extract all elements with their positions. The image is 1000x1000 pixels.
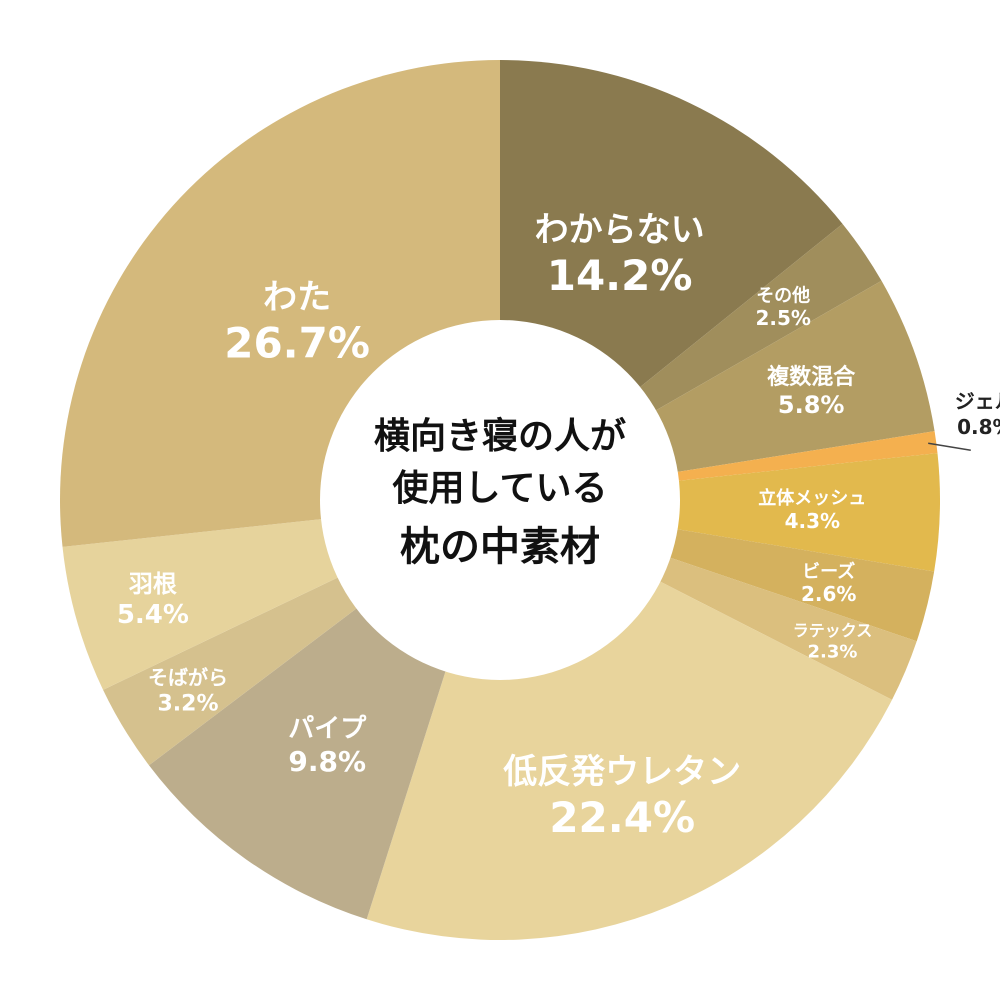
slice-label-9: そばがら bbox=[148, 666, 228, 690]
slice-value-6: 2.3% bbox=[808, 641, 858, 662]
slice-value-2: 5.8% bbox=[778, 391, 845, 419]
slice-label-0: わからない bbox=[535, 210, 705, 250]
slice-value-4: 4.3% bbox=[785, 509, 840, 533]
slice-label-4: 立体メッシュ bbox=[758, 487, 866, 509]
slice-value-0: 14.2% bbox=[547, 251, 693, 300]
slice-label-10: 羽根 bbox=[129, 570, 177, 598]
slice-label-11: わた bbox=[263, 278, 331, 318]
slice-label-3: ジェル bbox=[955, 389, 1000, 413]
slice-value-7: 22.4% bbox=[549, 793, 695, 842]
slice-label-5: ビーズ bbox=[802, 560, 855, 582]
chart-title-line-2: 使用している bbox=[393, 468, 608, 509]
slice-label-7: 低反発ウレタン bbox=[503, 752, 741, 792]
slice-value-8: 9.8% bbox=[288, 745, 366, 778]
leader-line-3 bbox=[928, 442, 971, 451]
slice-value-1: 2.5% bbox=[755, 306, 810, 330]
slice-label-2: 複数混合 bbox=[767, 364, 856, 390]
slice-value-5: 2.6% bbox=[801, 582, 856, 606]
donut-hole bbox=[320, 320, 680, 680]
slice-value-9: 3.2% bbox=[157, 692, 218, 717]
slice-value-11: 26.7% bbox=[224, 319, 370, 368]
slice-label-1: その他 bbox=[756, 284, 810, 306]
slice-label-6: ラテックス bbox=[793, 621, 873, 640]
slice-label-8: パイプ bbox=[288, 714, 367, 744]
chart-title-line-1: 横向き寝の人が bbox=[374, 415, 626, 457]
pie-slice-4 bbox=[500, 453, 940, 572]
chart-title-line-3: 枕の中素材 bbox=[400, 524, 600, 570]
slice-value-10: 5.4% bbox=[117, 600, 189, 630]
slice-value-3: 0.8% bbox=[957, 415, 1000, 439]
